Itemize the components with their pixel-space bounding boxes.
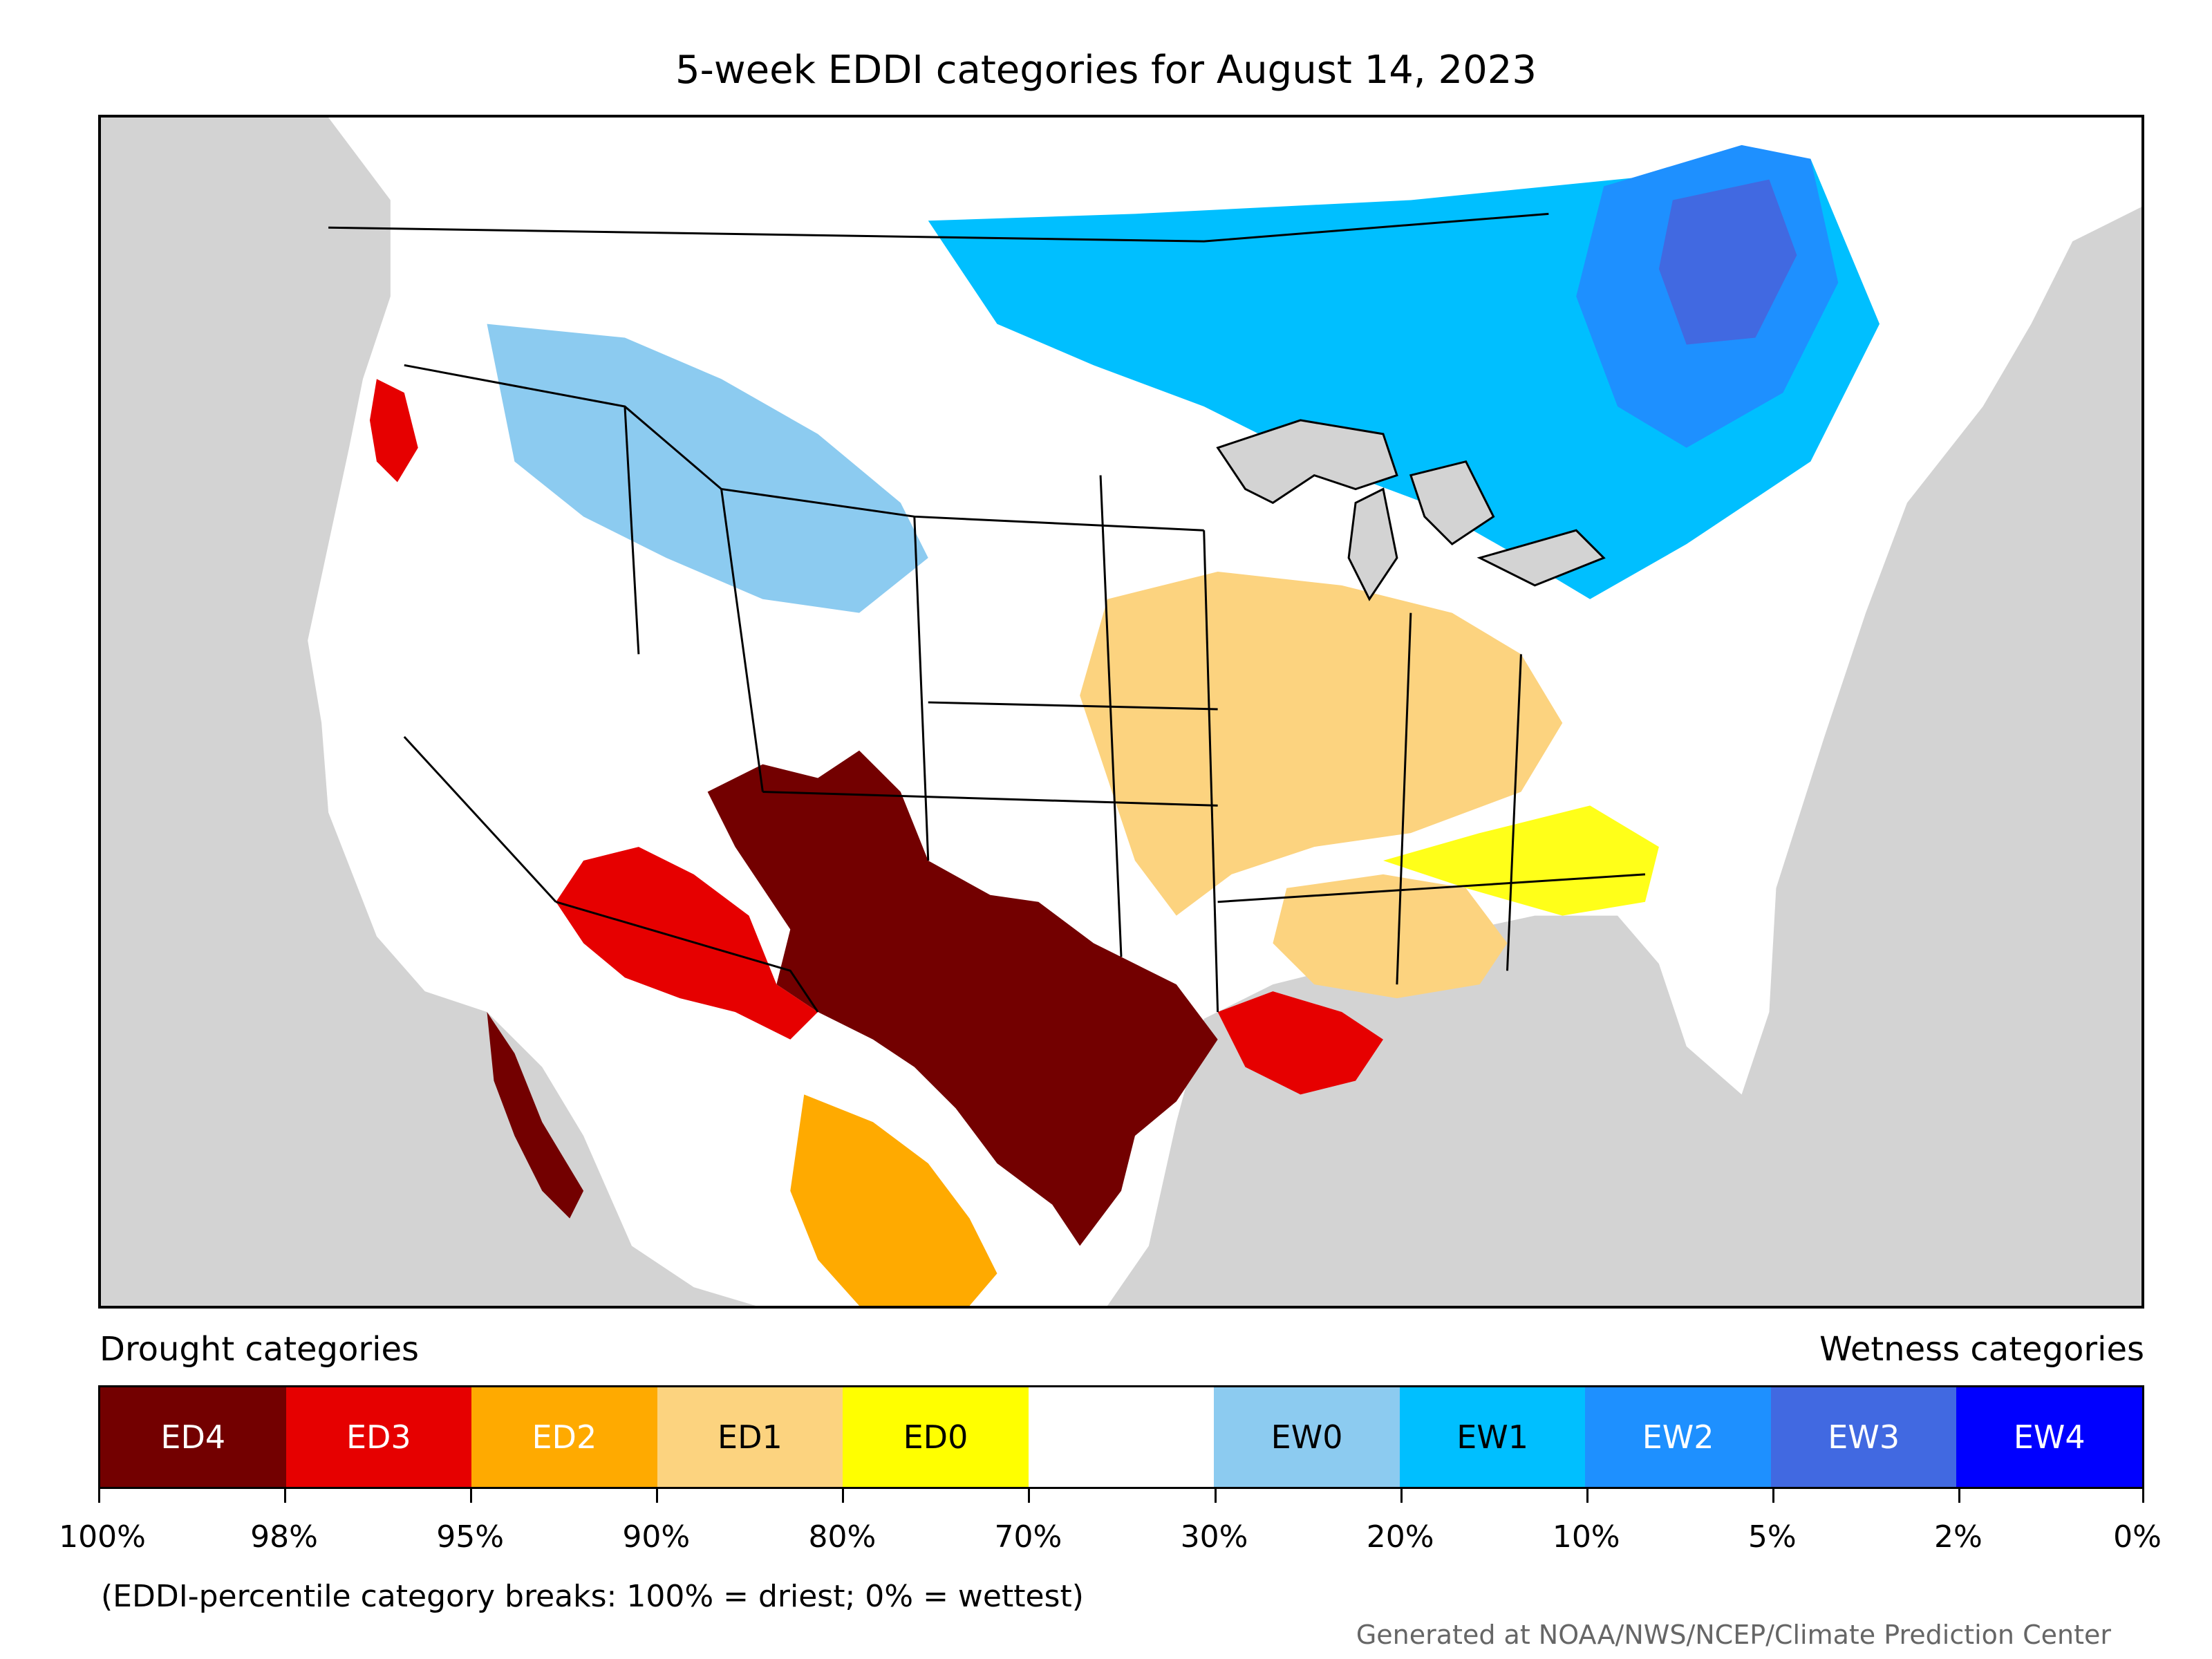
colorbar-ticks [98,1489,2144,1504]
colorbar-tick-label: 10% [1552,1519,1620,1555]
colorbar-tick [1586,1489,1588,1503]
eddi-map [98,115,2144,1309]
colorbar-cell-ew4: EW4 [1956,1387,2143,1487]
colorbar-tick [284,1489,287,1503]
wetness-categories-heading: Wetness categories [1819,1330,2144,1369]
credit-line: Generated at NOAA/NWS/NCEP/Climate Predi… [1356,1620,2111,1650]
ed3-louisiana [1217,991,1383,1095]
map-title: 5-week EDDI categories for August 14, 20… [675,48,1537,93]
ed1-southeast [1273,874,1508,999]
ew0-northern-plains [487,324,928,613]
ed1-midwest [1080,571,1563,916]
great-lakes [1216,419,1606,601]
colorbar-tick-label: 80% [808,1519,877,1555]
colorbar-tick [2142,1489,2144,1503]
colorbar-tick-label: 20% [1366,1519,1434,1555]
political-borders [328,212,1646,1013]
category-breaks-note: (EDDI-percentile category breaks: 100% =… [101,1579,1084,1614]
colorbar-tick [1028,1489,1031,1503]
colorbar-tick [842,1489,845,1503]
colorbar-tick-label: 70% [994,1519,1062,1555]
colorbar-tick-label: 5% [1747,1519,1797,1555]
colorbar-cell-ed1: ED1 [657,1387,843,1487]
colorbar-cell-ew1: EW1 [1399,1387,1586,1487]
ed2-south [790,1094,997,1306]
colorbar-tick [470,1489,473,1503]
colorbar-tick [1400,1489,1403,1503]
colorbar-cell-ed0: ED0 [843,1387,1029,1487]
ed0-band [1382,805,1659,916]
ed4-baja [487,1011,584,1219]
drought-categories-heading: Drought categories [100,1330,419,1369]
colorbar-tick [1214,1489,1217,1503]
colorbar-cell-ew3: EW3 [1770,1387,1957,1487]
colorbar-tick-label: 2% [1934,1519,1983,1555]
colorbar-tick-label: 30% [1180,1519,1248,1555]
colorbar-cell-ew0: EW0 [1214,1387,1400,1487]
colorbar-tick-label: 95% [436,1519,505,1555]
ed3-southwest [556,847,818,1040]
ed3-pacific-nw [369,379,418,482]
colorbar-cell-ed4: ED4 [100,1387,286,1487]
colorbar-cell-normal [1028,1387,1215,1487]
colorbar-tick-label: 98% [250,1519,318,1555]
ew3-quebec [1658,179,1797,345]
colorbar-tick-label: 0% [2113,1519,2162,1555]
colorbar-tick-label: 90% [622,1519,691,1555]
colorbar-cell-ew2: EW2 [1585,1387,1771,1487]
colorbar-cell-ed2: ED2 [471,1387,657,1487]
colorbar-cell-ed3: ED3 [285,1387,472,1487]
colorbar-tick [98,1489,100,1503]
colorbar-tick [656,1489,659,1503]
colorbar-tick [1772,1489,1774,1503]
category-colorbar: ED4 ED3 ED2 ED1 ED0 EW0 EW1 EW2 EW3 EW4 [98,1385,2144,1489]
ed4-southwest [707,750,1218,1246]
colorbar-tick [1958,1489,1960,1503]
colorbar-tick-label: 100% [59,1519,146,1555]
map-canvas [308,118,2141,1306]
